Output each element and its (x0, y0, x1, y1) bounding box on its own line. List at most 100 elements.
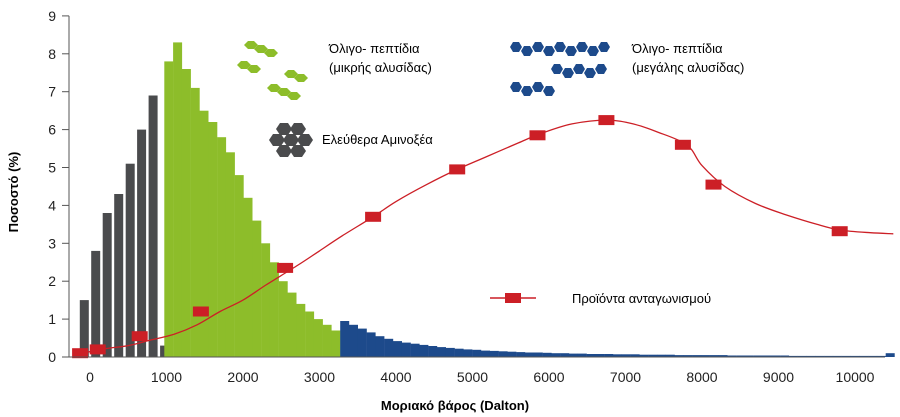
bar-free-1 (91, 250, 101, 357)
bar-short-9 (243, 197, 253, 357)
bar-long-8 (410, 343, 420, 357)
long-chain-hex-1-4 (595, 64, 607, 74)
long-chain-hex-0-1 (521, 46, 533, 56)
bar-long-6 (393, 341, 402, 357)
long-chain-hex-1-2 (573, 64, 585, 74)
y-axis-label: Ποσοστό (%) (6, 152, 21, 233)
bar-long-16 (481, 350, 490, 357)
bar-long-36 (657, 354, 666, 357)
bar-long-42 (709, 355, 719, 357)
bar-short-8 (234, 175, 244, 357)
bar-long-20 (516, 352, 526, 357)
bar-long-2 (357, 328, 367, 357)
y-tick-label-4: 4 (48, 197, 56, 213)
legend-long-peptides: Όλιγο- πεπτίδια (μεγάλης αλυσίδας) (510, 41, 744, 96)
long-chain-hex-0-2 (532, 42, 544, 52)
bar-long-1 (349, 324, 358, 357)
x-tick-label-5000: 5000 (457, 369, 488, 385)
bar-short-18 (322, 324, 332, 357)
x-tick-label-2000: 2000 (227, 369, 258, 385)
bar-long-48 (762, 355, 772, 357)
competitor-marker-8 (598, 115, 615, 126)
bar-short-1 (173, 42, 183, 358)
bar-long-10 (428, 346, 438, 357)
long-chain-hex-0-0 (510, 42, 522, 52)
bar-long-32 (621, 354, 631, 357)
legend-short-line1: Όλιγο- πεπτίδια (328, 41, 420, 56)
bar-long-18 (498, 351, 508, 357)
bar-long-11 (437, 347, 446, 357)
bar-long-56 (832, 355, 842, 357)
short-peptide-icon (237, 41, 308, 100)
bar-long-9 (419, 344, 429, 357)
bar-short-11 (261, 243, 271, 357)
bar-short-6 (217, 137, 227, 357)
legend-short-peptides: Όλιγο- πεπτίδια (μικρής αλυσίδας) (237, 41, 432, 100)
competitor-marker-0 (72, 348, 89, 359)
y-tick-label-3: 3 (48, 235, 56, 251)
long-chain-hex-1-1 (562, 68, 574, 78)
y-tick-label-6: 6 (48, 122, 56, 138)
bar-long-57 (841, 355, 851, 357)
x-tick-label-9000: 9000 (763, 369, 794, 385)
bar-long-0 (340, 321, 350, 357)
bar-free-6 (148, 95, 158, 357)
x-axis-label: Μοριακό βάρος (Dalton) (381, 398, 529, 413)
y-tick-label-7: 7 (48, 84, 56, 100)
legend-short-line2: (μικρής αλυσίδας) (329, 60, 432, 75)
legend-long-line1: Όλιγο- πεπτίδια (631, 41, 723, 56)
bar-long-34 (639, 354, 649, 357)
competitor-marker-3 (192, 306, 209, 317)
bar-long-58 (850, 355, 860, 357)
bar-long-39 (683, 355, 693, 357)
bar-long-4 (375, 336, 385, 357)
long-chain-hex-2-1 (521, 86, 533, 96)
bar-long-61 (876, 355, 886, 357)
x-tick-label-1000: 1000 (151, 369, 182, 385)
bar-short-12 (269, 262, 279, 358)
bar-free-5 (137, 129, 147, 357)
y-tick-label-5: 5 (48, 160, 56, 176)
bar-short-10 (252, 220, 262, 357)
bar-long-40 (692, 355, 702, 357)
bar-long-60 (868, 355, 878, 357)
x-tick-label-0: 0 (86, 369, 94, 385)
long-peptide-icon (510, 42, 610, 96)
bar-long-51 (788, 355, 798, 357)
bar-short-4 (199, 110, 209, 357)
bar-long-12 (445, 347, 455, 357)
competitor-marker-6 (449, 164, 466, 175)
bar-free-0 (79, 300, 89, 357)
bar-long-45 (736, 355, 746, 357)
y-axis: 0 1 2 3 4 5 6 7 8 9 (48, 8, 70, 365)
bar-long-50 (780, 355, 790, 357)
y-tick-label-8: 8 (48, 46, 56, 62)
bar-long-27 (577, 353, 587, 357)
bar-long-37 (665, 354, 675, 357)
bar-long-17 (489, 350, 499, 357)
bar-free-2 (102, 213, 112, 357)
bar-short-17 (313, 319, 323, 357)
bar-short-2 (181, 69, 191, 357)
competitor-line-layer (72, 115, 894, 359)
bar-long-25 (560, 353, 570, 357)
legend-competitor-marker (505, 293, 521, 303)
bar-long-33 (630, 354, 640, 357)
bar-long-43 (718, 355, 728, 357)
competitor-marker-2 (131, 331, 148, 342)
bar-long-31 (613, 354, 622, 357)
free-amino-acid-icon (269, 123, 313, 157)
legend-free-label: Ελεύθερα Αμινοξέα (322, 132, 433, 147)
bar-long-5 (384, 338, 394, 357)
legend-free-amino-acids: Ελεύθερα Αμινοξέα (269, 123, 433, 157)
bar-free-3 (114, 194, 124, 357)
bar-long-15 (472, 349, 482, 357)
bar-long-55 (824, 355, 834, 357)
competitor-marker-10 (705, 179, 722, 190)
long-chain-hex-1-3 (584, 68, 596, 78)
bar-free-4 (125, 163, 135, 357)
x-tick-label-3000: 3000 (304, 369, 335, 385)
bar-long-53 (806, 355, 816, 357)
competitor-marker-5 (365, 211, 382, 222)
